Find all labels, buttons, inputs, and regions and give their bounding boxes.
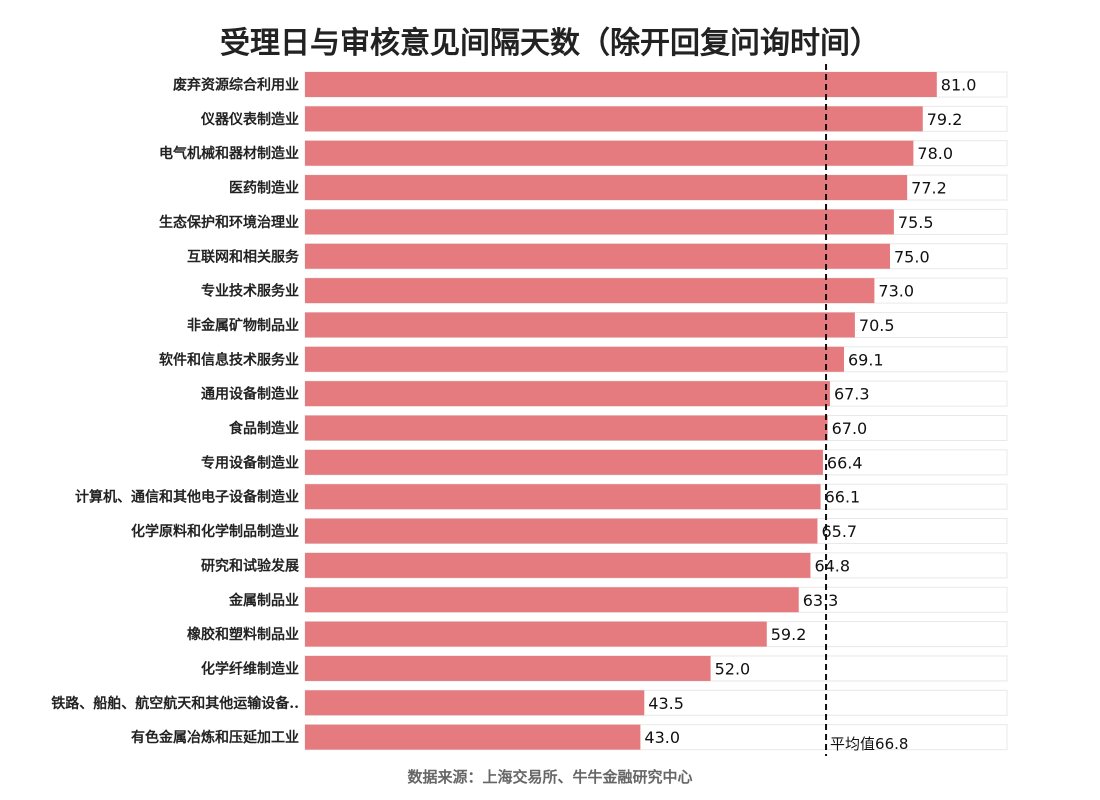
value-label: 66.4 (827, 453, 863, 472)
bar (305, 587, 799, 613)
value-label: 43.5 (648, 694, 684, 713)
bar (305, 655, 711, 681)
category-label: 废弃资源综合利用业 (173, 77, 299, 94)
chart-title: 受理日与审核意见间隔天数（除开回复问询时间） (220, 26, 880, 61)
value-label: 70.5 (859, 316, 895, 335)
bar (305, 415, 828, 441)
category-label: 医药制造业 (229, 180, 299, 197)
category-label: 非金属矿物制品业 (187, 317, 299, 334)
category-label: 软件和信息技术服务业 (159, 351, 299, 368)
bar (305, 449, 823, 475)
average-label: 平均值66.8 (830, 735, 908, 753)
value-label: 64.8 (814, 556, 850, 575)
bar (305, 484, 821, 510)
value-label: 79.2 (927, 110, 963, 129)
bar (305, 724, 641, 750)
bar (305, 106, 923, 132)
bar (305, 621, 767, 647)
category-label: 橡胶和塑料制品业 (187, 626, 299, 643)
category-label: 有色金属冶炼和压延加工业 (131, 729, 299, 746)
category-label: 专用设备制造业 (201, 454, 299, 471)
bar (305, 518, 818, 544)
category-label: 仪器仪表制造业 (200, 111, 299, 128)
category-labels: 废弃资源综合利用业仪器仪表制造业电气机械和器材制造业医药制造业生态保护和环境治理… (51, 77, 300, 747)
value-label: 67.0 (832, 419, 868, 438)
bar (305, 140, 914, 166)
bars (305, 72, 937, 750)
category-label: 计算机、通信和其他电子设备制造业 (75, 489, 299, 506)
bar (305, 346, 844, 372)
value-labels: 81.0 79.2 78.0 77.2 75.5 75.0 73.0 70.5 69.1 67.3… (644, 76, 976, 748)
average-group: 平均值66.8 (825, 64, 908, 756)
bar (305, 72, 937, 97)
bar (305, 381, 830, 407)
category-label: 生态保护和环境治理业 (159, 214, 299, 231)
category-label: 研究和试验发展 (201, 557, 299, 574)
value-label: 59.2 (771, 625, 807, 644)
value-label: 77.2 (911, 179, 947, 198)
category-label: 金属制品业 (228, 592, 299, 609)
value-label: 81.0 (941, 76, 977, 95)
value-label: 66.1 (825, 488, 861, 507)
category-label: 铁路、船舶、航空航天和其他运输设备.. (51, 695, 299, 712)
bar (305, 552, 811, 578)
category-label: 通用设备制造业 (201, 386, 299, 403)
value-label: 78.0 (917, 144, 953, 163)
category-label: 化学原料和化学制品制造业 (131, 523, 299, 540)
value-label: 43.0 (644, 728, 680, 747)
value-label: 65.7 (821, 522, 857, 541)
bar (305, 690, 645, 716)
value-label: 67.3 (834, 385, 870, 404)
source-note: 数据来源：上海交易所、牛牛金融研究中心 (407, 768, 693, 786)
bar (305, 312, 855, 338)
category-label: 专业技术服务业 (201, 283, 299, 300)
category-label: 化学纤维制造业 (201, 660, 299, 677)
value-label: 75.0 (894, 247, 930, 266)
bar (305, 209, 894, 235)
value-label: 52.0 (715, 659, 751, 678)
bar (305, 243, 890, 269)
bar-tracks (304, 71, 1008, 751)
category-label: 电气机械和器材制造业 (159, 145, 299, 162)
category-label: 食品制造业 (229, 420, 299, 437)
value-label: 75.5 (898, 213, 934, 232)
category-label: 互联网和相关服务 (187, 248, 300, 265)
bar (305, 175, 908, 201)
value-label: 69.1 (848, 350, 884, 369)
value-label: 73.0 (878, 282, 914, 301)
bar (305, 278, 875, 304)
value-label: 63.3 (803, 591, 839, 610)
